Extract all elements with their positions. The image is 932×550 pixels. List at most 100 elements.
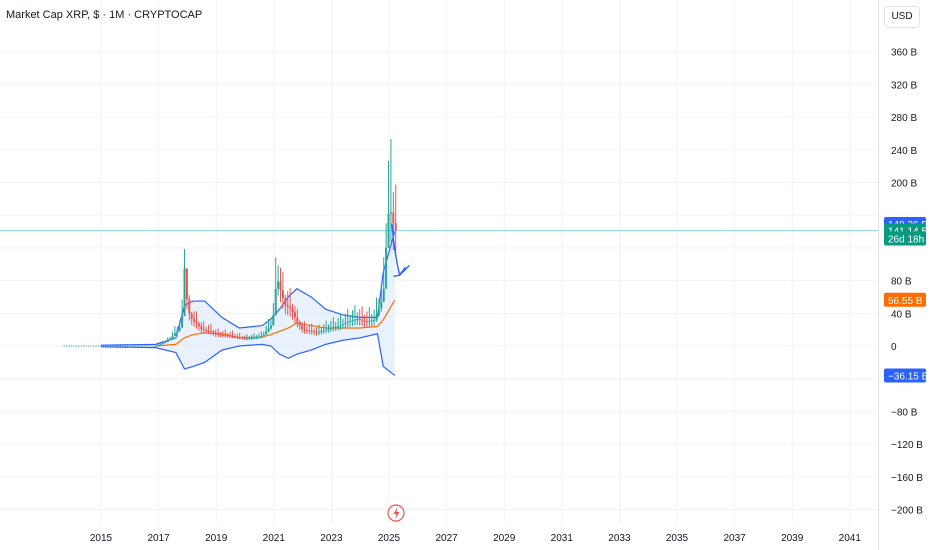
candle-body [236, 336, 239, 338]
projection-arrow-tip [398, 264, 410, 276]
y-tick-label: 240 B [891, 146, 917, 157]
candle-body [310, 330, 313, 332]
candle-body [272, 315, 275, 326]
candle-body [166, 340, 169, 343]
candle-body [248, 338, 251, 340]
candle-body [385, 247, 388, 289]
candle-body [284, 298, 287, 306]
candle-body [255, 337, 258, 339]
candle [122, 345, 124, 347]
candle-body [243, 338, 246, 340]
candle-body [217, 334, 220, 336]
candle-body [325, 329, 328, 331]
candle-body [253, 337, 256, 339]
candle-body [332, 327, 335, 329]
price-label-box [884, 368, 926, 383]
candle-body [205, 330, 208, 332]
candle-body [250, 338, 253, 340]
indicator-lines [100, 231, 396, 376]
candle [139, 345, 141, 347]
candle-body [334, 326, 337, 328]
candle [85, 345, 87, 347]
candle [110, 345, 112, 347]
candle-body [176, 330, 179, 334]
candle-body [289, 306, 292, 309]
x-tick-label: 2015 [90, 533, 113, 544]
candle [117, 345, 119, 347]
candle-body [197, 323, 200, 327]
candle-body [382, 288, 385, 303]
y-tick-label: 40 B [891, 309, 912, 320]
candle [114, 345, 117, 347]
candle-body [363, 320, 366, 322]
currency-button[interactable]: USD [884, 6, 920, 28]
candle [88, 345, 90, 347]
candle-body [392, 212, 395, 223]
candle-body [159, 344, 162, 346]
candle [68, 345, 70, 347]
candle [73, 345, 75, 347]
candle-body [370, 320, 373, 322]
candle-body [231, 335, 234, 337]
y-tick-label: 80 B [891, 277, 912, 288]
candle-body [178, 327, 181, 331]
lightning-icon [393, 507, 400, 520]
candle [102, 345, 104, 347]
candle [92, 345, 95, 347]
candle-body [224, 335, 227, 337]
candle [107, 345, 109, 347]
candle-body [269, 325, 272, 329]
candle-body [229, 335, 232, 337]
candle-body [322, 330, 325, 332]
y-tick-label: 280 B [891, 113, 917, 124]
bollinger-band-area [101, 231, 395, 376]
candle [141, 345, 144, 347]
x-tick-label: 2033 [608, 533, 631, 544]
candle-body [262, 334, 265, 337]
y-axis[interactable]: 360 B 320 B 280 B 240 B 200 B 80 B 40 B 0 −80 B −… [891, 48, 923, 517]
candle-body [361, 319, 364, 321]
event-marker[interactable] [387, 504, 405, 522]
candle-body [245, 338, 248, 340]
candle [119, 345, 122, 347]
y-tick-label: 200 B [891, 179, 917, 190]
candles [63, 139, 397, 347]
candle [112, 345, 114, 347]
candle-body [164, 342, 167, 344]
candle [78, 345, 80, 347]
candle-body [341, 324, 344, 326]
x-tick-label: 2023 [320, 533, 343, 544]
x-tick-label: 2035 [666, 533, 689, 544]
candle-body [185, 268, 188, 299]
candle-body [351, 320, 354, 322]
candle-body [356, 319, 359, 321]
candle-body [339, 325, 342, 327]
x-axis[interactable]: 2015 2017 2019 2021 2023 2025 2027 2029 2031 2033… [90, 533, 861, 544]
candle-body [154, 345, 157, 347]
candle-body [313, 331, 316, 333]
candle [129, 345, 131, 347]
candle-body [380, 302, 383, 309]
candle-body [195, 321, 198, 324]
candle-body [181, 316, 184, 328]
y-tick-label: −120 B [891, 440, 923, 451]
candle [75, 345, 77, 347]
price-label-text: 26d 18h [888, 234, 924, 245]
candle-body [308, 330, 311, 332]
projection-arrow-line [391, 223, 401, 275]
candle-body [193, 318, 196, 322]
candle [149, 345, 151, 347]
candle-body [200, 326, 203, 330]
projection-arrow[interactable] [391, 223, 410, 278]
candle [97, 345, 100, 347]
candle-body [221, 334, 224, 336]
candle [83, 345, 85, 347]
candle-body [161, 343, 164, 345]
candle-body [329, 328, 332, 330]
candle-body [265, 331, 268, 335]
candle-body [353, 319, 356, 321]
candle-body [315, 332, 318, 334]
candle-body [301, 325, 304, 329]
y-tick-label: −200 B [891, 506, 923, 517]
